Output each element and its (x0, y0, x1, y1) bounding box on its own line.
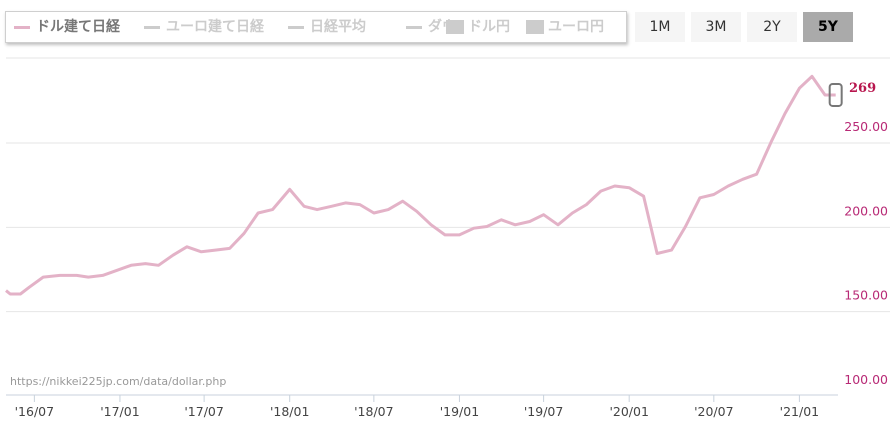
series-lines (5, 74, 836, 296)
legend-line-icon (14, 26, 30, 29)
legend-line-icon (406, 26, 422, 29)
x-axis-ticks: '16/07 '17/01 '17/07 '18/01 '18/07 '19/01 '19/… (15, 395, 819, 419)
x-tick-label: '17/07 (184, 404, 223, 419)
series-legend: ドル建て日経 ユーロ建て日経 日経平均 ダウ ドル円 ユーロ円 (5, 11, 627, 43)
x-tick-label: '18/01 (270, 404, 309, 419)
last-value-label: 269 (849, 81, 876, 96)
legend-label: ユーロ建て日経 (166, 19, 264, 35)
legend-line-icon (144, 26, 160, 29)
range-button-5y[interactable]: 5Y (803, 12, 853, 42)
range-button-2y[interactable]: 2Y (747, 12, 797, 42)
legend-label: ユーロ円 (548, 19, 604, 35)
y-tick-label: 250.00 (844, 119, 888, 134)
y-tick-label: 150.00 (844, 288, 888, 303)
x-tick-label: '19/07 (524, 404, 563, 419)
y-axis-ticks: 100.00 150.00 200.00 250.00 (844, 119, 888, 387)
legend-label: ドル建て日経 (36, 19, 120, 35)
range-button-1m[interactable]: 1M (635, 12, 685, 42)
x-tick-label: '16/07 (15, 404, 54, 419)
y-tick-label: 200.00 (844, 203, 888, 218)
legend-label: ドル円 (468, 19, 510, 35)
grid-lines (6, 57, 890, 396)
legend-label: 日経平均 (310, 19, 366, 35)
x-tick-label: '19/01 (440, 404, 479, 419)
series-line-0 (5, 74, 836, 296)
last-point-box (828, 82, 843, 107)
source-url: https://nikkei225jp.com/data/dollar.php (10, 375, 226, 388)
y-tick-label: 100.00 (844, 372, 888, 387)
x-tick-label: '20/01 (609, 404, 648, 419)
x-tick-label: '20/07 (694, 404, 733, 419)
x-tick-label: '17/01 (100, 404, 139, 419)
x-tick-label: '18/07 (354, 404, 393, 419)
range-button-3m[interactable]: 3M (691, 12, 741, 42)
legend-square-icon (446, 20, 464, 34)
legend-line-icon (288, 26, 304, 29)
x-tick-label: '21/01 (780, 404, 819, 419)
last-value-marker: 269 (828, 81, 876, 107)
legend-square-icon (526, 20, 544, 34)
